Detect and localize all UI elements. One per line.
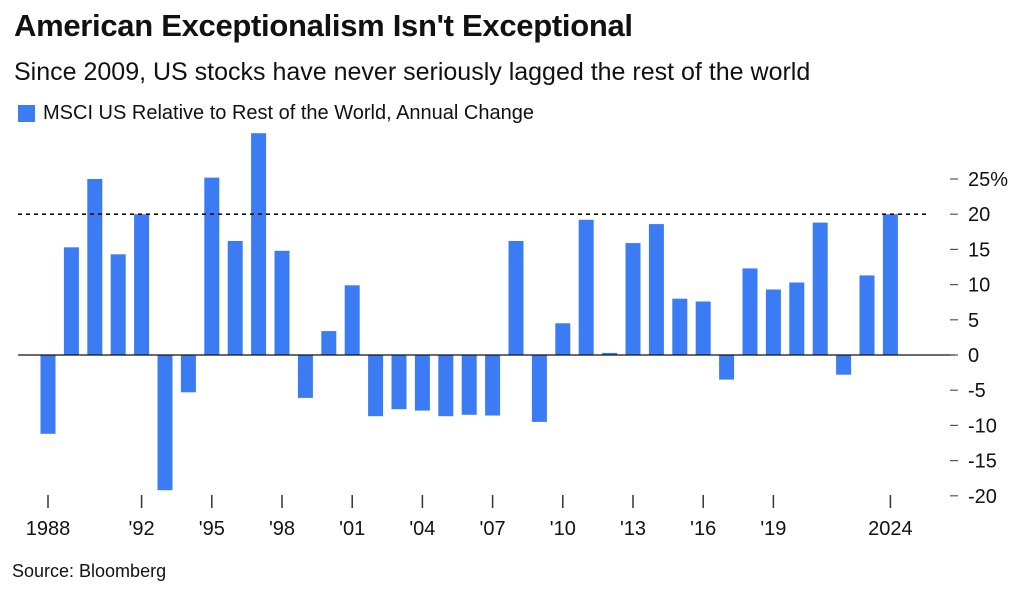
x-tick-label: '98 xyxy=(269,518,295,540)
bar-2008 xyxy=(508,241,524,355)
x-tick-label: '04 xyxy=(409,518,435,540)
bar-1998 xyxy=(274,250,290,355)
x-tick-label: '10 xyxy=(550,518,576,540)
x-tick-label: 2024 xyxy=(868,518,913,540)
y-tick-label: 25% xyxy=(968,169,1008,191)
y-tick-label: 10 xyxy=(968,275,990,297)
legend-swatch xyxy=(18,105,35,122)
bar-2011 xyxy=(578,219,594,355)
x-tick-label: '13 xyxy=(620,518,646,540)
bar-1993 xyxy=(157,355,173,491)
y-tick-label: -10 xyxy=(968,415,997,437)
bar-2024 xyxy=(882,214,898,355)
chart-subtitle: Since 2009, US stocks have never serious… xyxy=(14,58,811,86)
bar-2012 xyxy=(602,352,618,355)
x-tick-label: '07 xyxy=(480,518,506,540)
bar-2004 xyxy=(414,355,430,411)
x-tick-label: 1988 xyxy=(26,518,71,540)
bar-2005 xyxy=(438,355,454,417)
chart-title: American Exceptionalism Isn't Exceptiona… xyxy=(14,8,633,43)
bar-2014 xyxy=(648,224,664,355)
bar-2022 xyxy=(836,355,852,375)
x-tick-label: '95 xyxy=(199,518,225,540)
bar-1991 xyxy=(110,254,126,355)
bar-1990 xyxy=(87,179,103,355)
x-tick-label: '92 xyxy=(129,518,155,540)
bar-1992 xyxy=(134,214,150,355)
y-tick-label: 0 xyxy=(968,345,979,367)
bar-2010 xyxy=(555,323,571,355)
y-tick-label: -5 xyxy=(968,380,986,402)
bar-2006 xyxy=(461,355,477,415)
bar-2020 xyxy=(789,282,805,355)
y-tick-label: 5 xyxy=(968,310,979,332)
y-tick-label: 15 xyxy=(968,239,990,261)
legend: MSCI US Relative to Rest of the World, A… xyxy=(18,102,534,125)
bar-1997 xyxy=(251,133,267,355)
bar-1999 xyxy=(297,355,313,398)
bar-2018 xyxy=(742,268,758,355)
bar-2007 xyxy=(485,355,501,416)
bar-2003 xyxy=(391,355,407,410)
bar-1994 xyxy=(180,355,196,393)
bar-2016 xyxy=(695,301,711,355)
y-tick-label: -15 xyxy=(968,451,997,473)
bar-2009 xyxy=(531,355,547,422)
bar-2002 xyxy=(368,355,384,417)
bar-1996 xyxy=(227,241,243,355)
bar-1995 xyxy=(204,177,220,355)
source-note: Source: Bloomberg xyxy=(12,561,167,581)
x-tick-label: '16 xyxy=(690,518,716,540)
bar-1989 xyxy=(63,247,79,355)
bar-2013 xyxy=(625,243,641,355)
bar-2017 xyxy=(719,355,735,380)
bar-1988 xyxy=(40,355,56,434)
bar-2015 xyxy=(672,298,688,355)
bar-2021 xyxy=(812,222,828,355)
legend-label: MSCI US Relative to Rest of the World, A… xyxy=(43,102,534,124)
bar-2000 xyxy=(321,331,337,355)
bar-2023 xyxy=(859,275,875,355)
y-tick-label: -20 xyxy=(968,486,997,508)
bar-2019 xyxy=(765,289,781,355)
x-tick-label: '01 xyxy=(339,518,365,540)
x-tick-label: '19 xyxy=(760,518,786,540)
y-tick-label: 20 xyxy=(968,204,990,226)
bar-2001 xyxy=(344,285,360,355)
